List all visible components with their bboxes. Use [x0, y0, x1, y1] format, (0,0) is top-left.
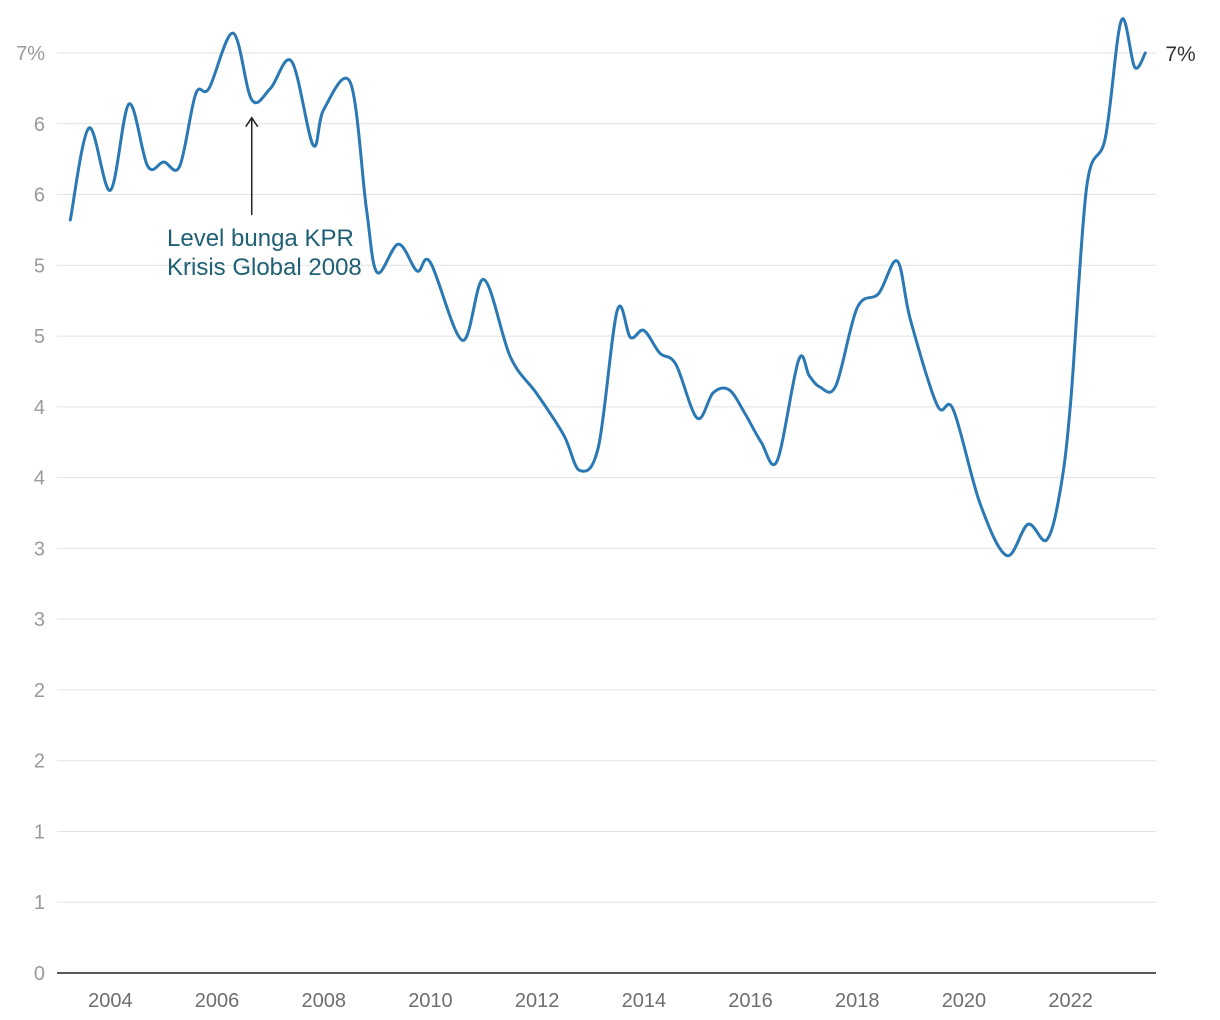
- y-tick-label-9: 5: [34, 326, 45, 348]
- y-tick-label-5: 3: [34, 609, 45, 631]
- y-tick-label-3: 2: [34, 751, 45, 773]
- y-axis-ticks: 0 1 1 2 2 3 3 4 4 5 5 6 6 7%: [16, 43, 45, 985]
- annotation-text-line-0: Level bunga KPR: [167, 225, 354, 252]
- y-tick-label-0: 0: [34, 963, 45, 985]
- annotation-arrowhead-0: [245, 116, 259, 128]
- x-tick-label-2016: 2016: [728, 990, 773, 1012]
- series-group: 7%: [68, 17, 1196, 558]
- y-tick-label-11: 6: [34, 185, 45, 207]
- gridlines: [57, 52, 1156, 903]
- y-tick-label-1: 1: [34, 892, 45, 914]
- x-tick-label-2012: 2012: [515, 990, 560, 1012]
- y-tick-label-7: 4: [34, 468, 45, 490]
- x-tick-label-2004: 2004: [88, 990, 133, 1012]
- x-axis-ticks: 2004 2006 2008 2010 2012 2014 2016 2018 2020 2022: [88, 990, 1093, 1012]
- annotation-text-line-1: Krisis Global 2008: [167, 254, 362, 281]
- y-tick-label-4: 2: [34, 680, 45, 702]
- y-tick-label-2: 1: [34, 821, 45, 843]
- x-tick-label-2008: 2008: [301, 990, 346, 1012]
- y-tick-label-10: 5: [34, 255, 45, 277]
- y-tick-label-6: 3: [34, 538, 45, 560]
- y-tick-label-12: 6: [34, 114, 45, 136]
- x-tick-label-2010: 2010: [408, 990, 453, 1012]
- x-tick-label-2020: 2020: [942, 990, 987, 1012]
- x-tick-label-2022: 2022: [1048, 990, 1093, 1012]
- series-end-label: 7%: [1165, 43, 1195, 66]
- x-tick-label-2014: 2014: [622, 990, 667, 1012]
- y-tick-label-8: 4: [34, 397, 45, 419]
- series-line-0: [68, 17, 1147, 558]
- y-tick-label-13: 7%: [16, 43, 45, 65]
- x-tick-label-2006: 2006: [195, 990, 240, 1012]
- x-tick-label-2018: 2018: [835, 990, 880, 1012]
